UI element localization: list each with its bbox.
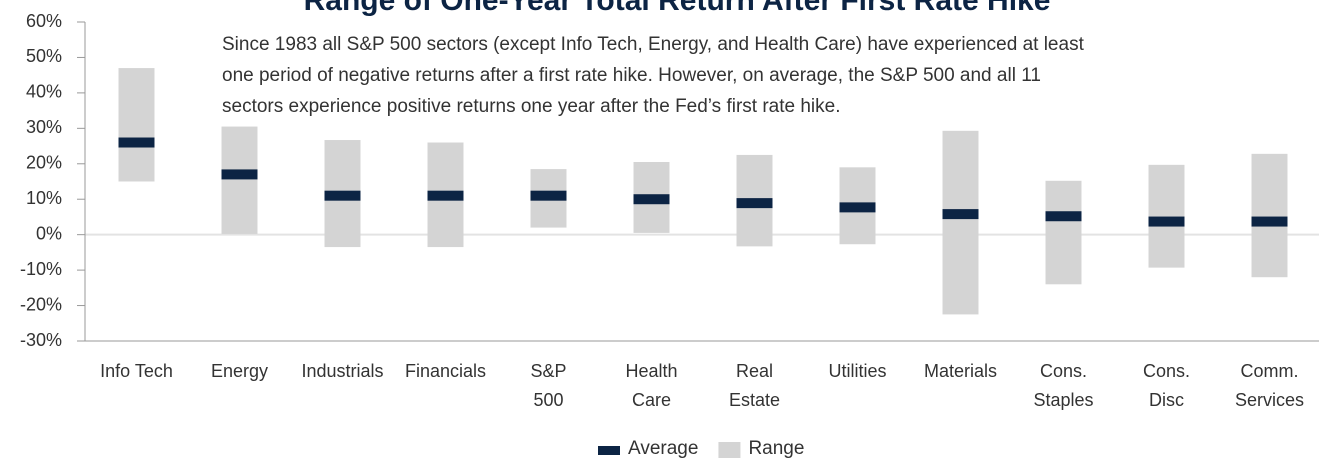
x-tick-label: Comm. [1241,361,1299,381]
y-tick-label: 60% [26,11,62,31]
x-tick-label: Info Tech [100,361,173,381]
subtitle: one period of negative returns after a f… [222,65,1041,86]
x-tick-label: Real [736,361,773,381]
y-tick-label: 40% [26,82,62,102]
y-tick-label: 20% [26,153,62,173]
range-bar [1148,164,1185,268]
x-tick-label: Health [625,361,677,381]
average-marker [530,190,567,201]
average-marker [633,194,670,205]
legend-label: Average [628,438,698,459]
x-tick-label: Cons. [1040,361,1087,381]
x-tick-label: Materials [924,361,997,381]
range-bar [118,68,155,182]
average-marker [118,137,155,148]
y-tick-label: 30% [26,117,62,137]
x-tick-label: Utilities [828,361,886,381]
subtitle: sectors experience positive returns one … [222,96,841,117]
legend-swatch [598,446,620,455]
legend-swatch [718,442,741,458]
average-marker [736,198,773,209]
average-marker [324,190,361,201]
x-tick-label: S&P [530,361,566,381]
y-tick-label: -10% [20,259,62,279]
x-tick-label: Care [632,390,671,410]
y-tick-label: -20% [20,294,62,314]
average-marker [1148,216,1185,227]
average-marker [1251,216,1288,227]
x-tick-label: Estate [729,390,780,410]
x-tick-label: Services [1235,390,1304,410]
range-bar [942,130,979,315]
average-marker [427,190,464,201]
x-tick-label: Cons. [1143,361,1190,381]
subtitle: Since 1983 all S&P 500 sectors (except I… [222,34,1085,55]
range-bar [1045,180,1082,285]
x-tick-label: Financials [405,361,486,381]
average-marker [839,202,876,213]
x-tick-label: Staples [1033,390,1093,410]
x-tick-label: 500 [533,390,563,410]
average-marker [1045,211,1082,222]
average-marker [942,209,979,220]
x-tick-label: Disc [1149,390,1184,410]
range-bar [1251,153,1288,278]
x-tick-label: Industrials [301,361,383,381]
y-tick-label: -30% [20,330,62,350]
y-tick-label: 10% [26,188,62,208]
average-marker [221,169,258,180]
y-tick-label: 50% [26,46,62,66]
chart-title: Range of One-Year Total Return After Fir… [304,0,1051,17]
y-tick-label: 0% [36,223,62,243]
range-bar [221,126,258,234]
legend-label: Range [748,438,804,459]
x-tick-label: Energy [211,361,268,381]
